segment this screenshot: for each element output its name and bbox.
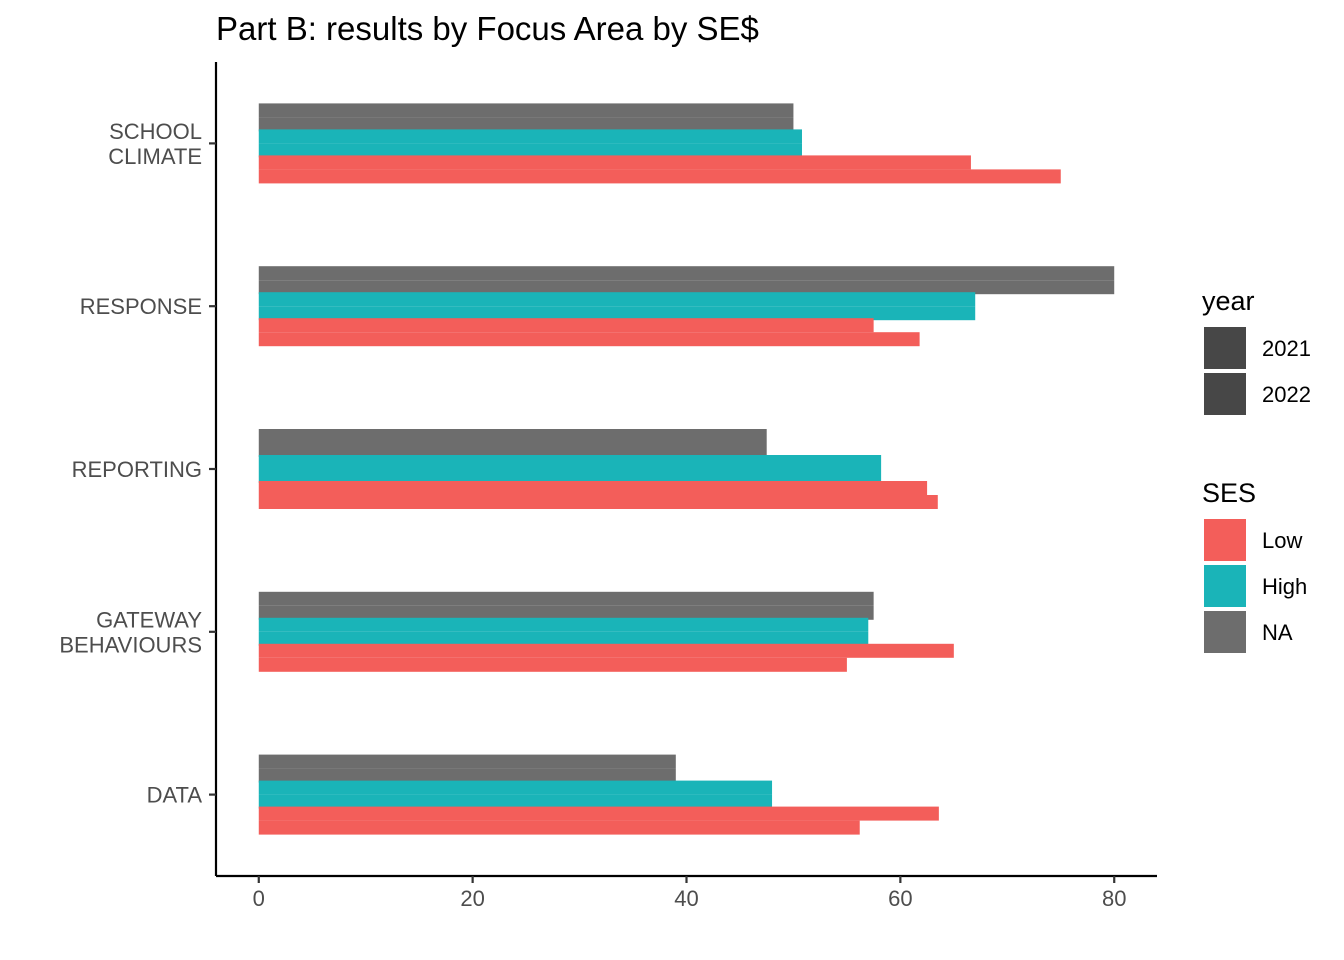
y-tick-label: BEHAVIOURS [59,632,202,657]
y-tick-label: RESPONSE [80,294,202,319]
x-tick-label: 60 [888,886,912,911]
bar-high-2022-0 [258,143,802,158]
bar-na-2022-2 [258,443,767,457]
legend-key-2022 [1202,371,1248,417]
legend-title: year [1202,286,1255,316]
bar-high-2022-1 [258,306,976,321]
bar-low-2021-4 [258,806,939,821]
bar-na-2021-2 [258,429,767,443]
bar-high-2021-4 [258,780,773,795]
legend-label: High [1262,574,1307,599]
y-tick-label: SCHOOL [109,119,202,144]
bar-na-2021-4 [258,754,676,769]
x-tick-label: 40 [674,886,698,911]
legend-key-high [1202,563,1248,609]
x-tick-label: 80 [1102,886,1126,911]
bar-na-2021-3 [258,591,874,606]
bar-low-2022-2 [258,495,938,509]
bar-low-2021-3 [258,643,954,658]
bar-low-2021-1 [258,318,874,333]
legend-key-na [1202,609,1248,655]
legend-key-low [1202,517,1248,563]
bar-high-2022-3 [258,631,869,646]
bar-high-2022-2 [258,469,882,483]
y-tick-label: DATA [147,783,203,808]
bar-high-2021-0 [258,129,802,144]
bar-na-2021-0 [258,103,794,118]
bar-low-2021-0 [258,155,971,170]
legend-key-2021 [1202,325,1248,371]
bar-low-2022-4 [258,820,860,835]
x-tick-label: 20 [460,886,484,911]
bar-na-2022-0 [258,117,794,132]
legend-label: 2021 [1262,336,1311,361]
bar-na-2022-1 [258,280,1115,295]
legend-label: 2022 [1262,382,1311,407]
y-tick-label: REPORTING [72,457,202,482]
bar-low-2022-1 [258,332,920,347]
bar-low-2021-2 [258,481,928,495]
bar-low-2022-0 [258,169,1061,184]
legend-label: NA [1262,620,1293,645]
bar-na-2022-3 [258,605,874,620]
bar-high-2021-1 [258,292,976,307]
chart-title: Part B: results by Focus Area by SE$ [216,10,759,47]
legend-title: SES [1202,478,1256,508]
bar-na-2021-1 [258,266,1115,281]
bar-high-2021-3 [258,617,869,632]
legend-label: Low [1262,528,1302,553]
bar-high-2022-4 [258,794,773,809]
y-tick-label: GATEWAY [96,607,202,632]
x-tick-label: 0 [253,886,265,911]
bar-na-2022-4 [258,768,676,783]
bar-low-2022-3 [258,657,847,672]
bar-high-2021-2 [258,455,882,469]
y-tick-label: CLIMATE [108,144,202,169]
